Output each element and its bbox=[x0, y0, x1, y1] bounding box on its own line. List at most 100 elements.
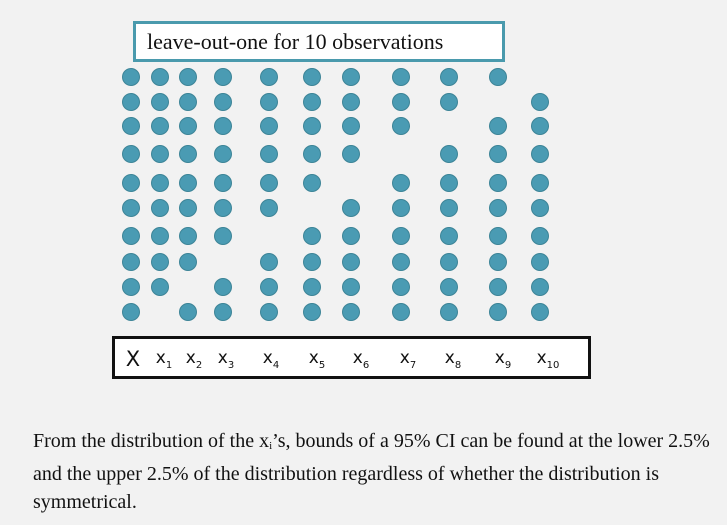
dot-x9-row10 bbox=[489, 303, 507, 321]
dot-x5-row1 bbox=[303, 68, 321, 86]
dot-x2-row8 bbox=[179, 253, 197, 271]
dot-x10-row3 bbox=[531, 117, 549, 135]
dot-x9-row5 bbox=[489, 174, 507, 192]
dot-x7-row6 bbox=[392, 199, 410, 217]
label-x3: x3 bbox=[217, 348, 235, 371]
dot-x5-row8 bbox=[303, 253, 321, 271]
dot-X-row5 bbox=[122, 174, 140, 192]
dot-x6-row7 bbox=[342, 227, 360, 245]
dot-x6-row3 bbox=[342, 117, 360, 135]
dot-x9-row8 bbox=[489, 253, 507, 271]
dot-x8-row7 bbox=[440, 227, 458, 245]
dot-x5-row10 bbox=[303, 303, 321, 321]
dot-x4-row3 bbox=[260, 117, 278, 135]
dot-X-row2 bbox=[122, 93, 140, 111]
dot-x1-row6 bbox=[151, 199, 169, 217]
dot-x9-row6 bbox=[489, 199, 507, 217]
dot-x3-row2 bbox=[214, 93, 232, 111]
dot-X-row3 bbox=[122, 117, 140, 135]
dot-x1-row1 bbox=[151, 68, 169, 86]
dot-x8-row2 bbox=[440, 93, 458, 111]
dot-x3-row10 bbox=[214, 303, 232, 321]
dot-x6-row2 bbox=[342, 93, 360, 111]
dot-x2-row6 bbox=[179, 199, 197, 217]
dot-x6-row9 bbox=[342, 278, 360, 296]
dot-x4-row5 bbox=[260, 174, 278, 192]
dot-x1-row3 bbox=[151, 117, 169, 135]
dot-x10-row2 bbox=[531, 93, 549, 111]
dot-x2-row3 bbox=[179, 117, 197, 135]
dot-x10-row7 bbox=[531, 227, 549, 245]
dot-x3-row4 bbox=[214, 145, 232, 163]
dot-x4-row2 bbox=[260, 93, 278, 111]
label-x5: x5 bbox=[308, 348, 326, 371]
dot-x10-row4 bbox=[531, 145, 549, 163]
dot-x8-row9 bbox=[440, 278, 458, 296]
dot-x5-row7 bbox=[303, 227, 321, 245]
dot-X-row6 bbox=[122, 199, 140, 217]
title-text: leave-out-one for 10 observations bbox=[147, 29, 444, 54]
dot-x4-row4 bbox=[260, 145, 278, 163]
dot-grid bbox=[122, 68, 549, 321]
dot-x4-row8 bbox=[260, 253, 278, 271]
label-X: X bbox=[125, 347, 141, 371]
dot-x6-row4 bbox=[342, 145, 360, 163]
dot-x5-row2 bbox=[303, 93, 321, 111]
dot-x7-row2 bbox=[392, 93, 410, 111]
dot-x2-row7 bbox=[179, 227, 197, 245]
dot-x10-row5 bbox=[531, 174, 549, 192]
label-x9: x9 bbox=[494, 348, 512, 371]
label-x4: x4 bbox=[262, 348, 280, 371]
dot-x10-row9 bbox=[531, 278, 549, 296]
dot-x5-row9 bbox=[303, 278, 321, 296]
dot-x7-row9 bbox=[392, 278, 410, 296]
dot-x8-row6 bbox=[440, 199, 458, 217]
dot-x2-row4 bbox=[179, 145, 197, 163]
dot-x10-row8 bbox=[531, 253, 549, 271]
label-x2: x2 bbox=[185, 348, 203, 371]
footnote-subscript: i bbox=[269, 440, 273, 452]
dot-x1-row4 bbox=[151, 145, 169, 163]
dot-X-row9 bbox=[122, 278, 140, 296]
dot-X-row8 bbox=[122, 253, 140, 271]
dot-X-row7 bbox=[122, 227, 140, 245]
dot-x7-row7 bbox=[392, 227, 410, 245]
dot-x3-row5 bbox=[214, 174, 232, 192]
dot-x9-row9 bbox=[489, 278, 507, 296]
dot-x3-row9 bbox=[214, 278, 232, 296]
dot-x8-row8 bbox=[440, 253, 458, 271]
dot-x6-row8 bbox=[342, 253, 360, 271]
dot-x7-row1 bbox=[392, 68, 410, 86]
dot-x7-row8 bbox=[392, 253, 410, 271]
dot-x9-row4 bbox=[489, 145, 507, 163]
label-x10: x10 bbox=[536, 348, 560, 371]
dot-x10-row6 bbox=[531, 199, 549, 217]
footnote-text: From the distribution of the xi’s, bound… bbox=[33, 427, 723, 516]
dot-x6-row6 bbox=[342, 199, 360, 217]
dot-x8-row5 bbox=[440, 174, 458, 192]
label-x1: x1 bbox=[155, 348, 173, 371]
dot-x5-row5 bbox=[303, 174, 321, 192]
label-x6: x6 bbox=[352, 348, 370, 371]
dot-x3-row6 bbox=[214, 199, 232, 217]
label-x8: x8 bbox=[444, 348, 462, 371]
dot-x10-row10 bbox=[531, 303, 549, 321]
dot-x7-row5 bbox=[392, 174, 410, 192]
dot-x6-row1 bbox=[342, 68, 360, 86]
dot-x2-row2 bbox=[179, 93, 197, 111]
dot-x3-row3 bbox=[214, 117, 232, 135]
dot-x9-row7 bbox=[489, 227, 507, 245]
dot-x3-row1 bbox=[214, 68, 232, 86]
dot-x2-row10 bbox=[179, 303, 197, 321]
dot-x3-row7 bbox=[214, 227, 232, 245]
dot-x1-row2 bbox=[151, 93, 169, 111]
dot-x5-row4 bbox=[303, 145, 321, 163]
footnote-after: ’s, bounds of a 95% CI can be found at t… bbox=[33, 430, 710, 513]
dot-x2-row1 bbox=[179, 68, 197, 86]
dot-x4-row9 bbox=[260, 278, 278, 296]
dot-x8-row1 bbox=[440, 68, 458, 86]
dot-x5-row3 bbox=[303, 117, 321, 135]
column-label-box: X x1 x2 x3 x4 x5 x6 x7 x8 x9 x10 bbox=[112, 336, 591, 379]
label-x7: x7 bbox=[399, 348, 417, 371]
dot-x4-row1 bbox=[260, 68, 278, 86]
